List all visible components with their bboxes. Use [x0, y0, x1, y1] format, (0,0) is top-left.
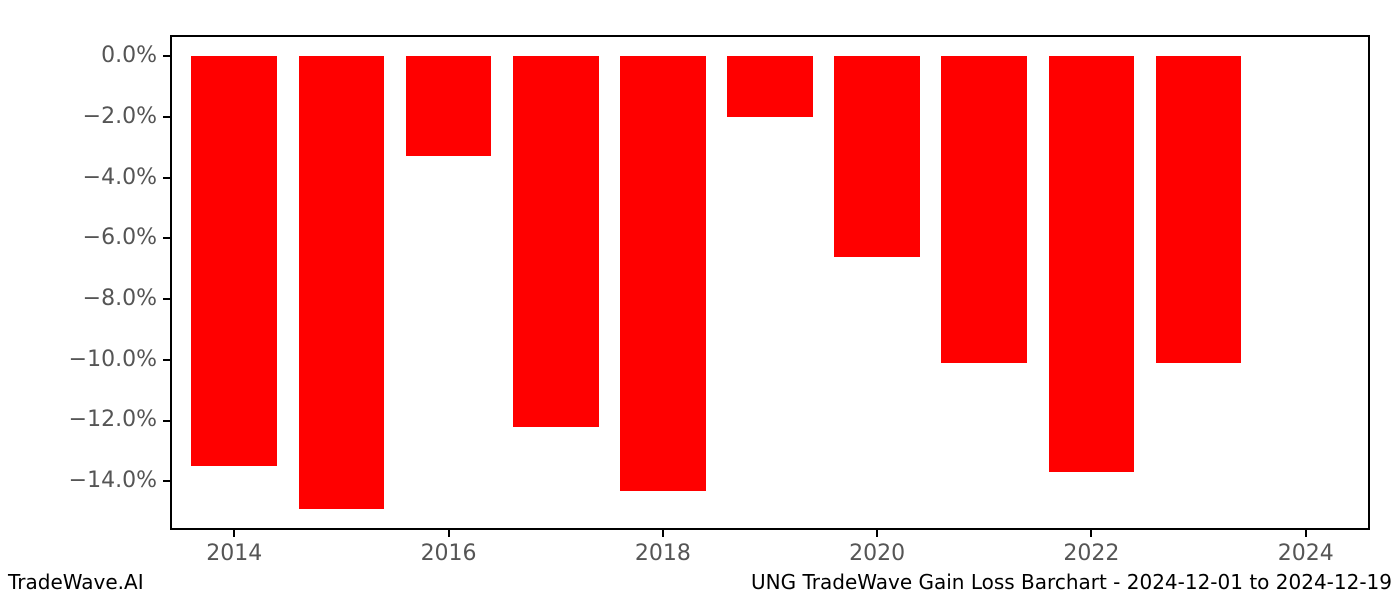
bar: [727, 56, 813, 117]
x-tick-label: 2018: [635, 541, 691, 566]
bar: [620, 56, 706, 490]
x-tick-label: 2014: [206, 541, 262, 566]
y-tick-mark: [163, 116, 170, 118]
y-tick-mark: [163, 237, 170, 239]
bar: [513, 56, 599, 426]
x-tick-label: 2024: [1278, 541, 1334, 566]
x-tick-mark: [1305, 530, 1307, 537]
watermark-left: TradeWave.AI: [8, 570, 144, 594]
bar: [299, 56, 385, 508]
bar: [1049, 56, 1135, 472]
y-tick-mark: [163, 55, 170, 57]
y-tick-label: −4.0%: [83, 165, 157, 190]
y-tick-mark: [163, 177, 170, 179]
bar: [834, 56, 920, 256]
bar: [1156, 56, 1242, 363]
bar: [941, 56, 1027, 363]
x-tick-label: 2022: [1063, 541, 1119, 566]
y-tick-label: 0.0%: [101, 43, 157, 68]
y-tick-label: −10.0%: [69, 347, 157, 372]
bar: [406, 56, 492, 156]
bar: [191, 56, 277, 466]
y-tick-label: −8.0%: [83, 286, 157, 311]
x-tick-label: 2020: [849, 541, 905, 566]
x-tick-mark: [233, 530, 235, 537]
x-tick-mark: [1090, 530, 1092, 537]
y-tick-mark: [163, 298, 170, 300]
caption-right: UNG TradeWave Gain Loss Barchart - 2024-…: [751, 570, 1392, 594]
y-tick-label: −2.0%: [83, 104, 157, 129]
x-tick-mark: [448, 530, 450, 537]
chart-root: 0.0% −2.0% −4.0% −6.0% −8.0% −10.0% −12.0% −14.…: [0, 0, 1400, 600]
y-tick-label: −12.0%: [69, 407, 157, 432]
y-tick-label: −14.0%: [69, 468, 157, 493]
y-tick-mark: [163, 420, 170, 422]
y-tick-mark: [163, 480, 170, 482]
y-tick-mark: [163, 359, 170, 361]
x-tick-mark: [876, 530, 878, 537]
y-tick-label: −6.0%: [83, 225, 157, 250]
x-tick-label: 2016: [421, 541, 477, 566]
x-tick-mark: [662, 530, 664, 537]
